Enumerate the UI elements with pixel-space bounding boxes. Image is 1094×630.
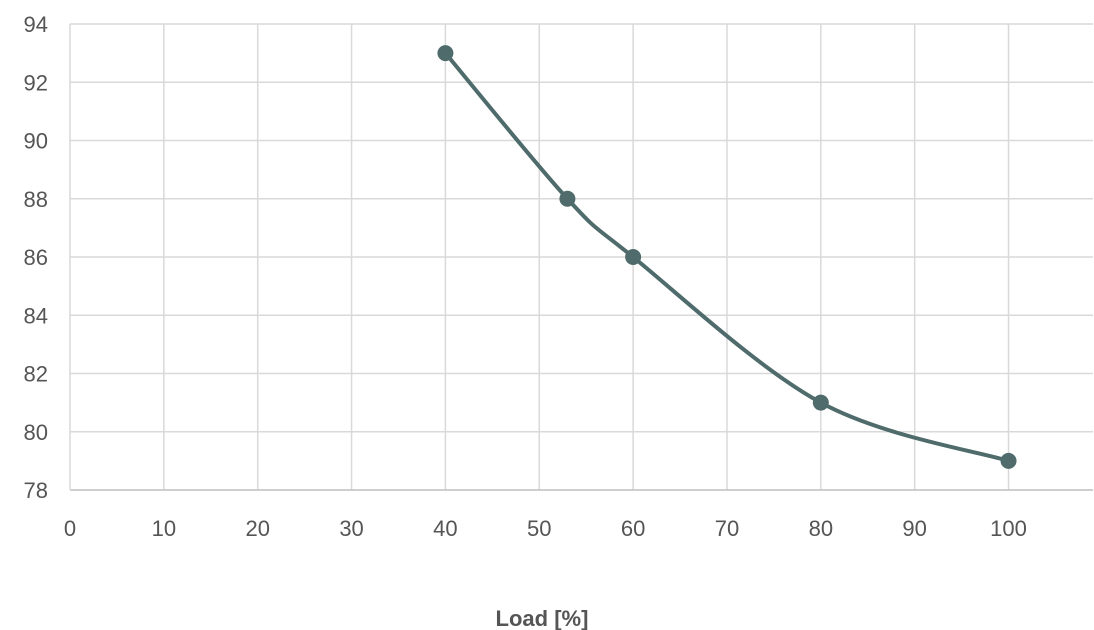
x-tick-label: 90 <box>902 516 926 541</box>
x-tick-labels: 0 10 20 30 40 50 60 70 80 90 100 <box>64 516 1027 541</box>
x-tick-label: 30 <box>339 516 363 541</box>
data-point <box>1000 452 1017 469</box>
y-tick-labels: 78 80 82 84 86 88 90 92 94 <box>24 12 48 503</box>
x-tick-label: 100 <box>990 516 1027 541</box>
data-point <box>625 249 642 265</box>
y-tick-label: 92 <box>24 70 48 95</box>
data-point <box>437 45 454 62</box>
data-point <box>812 394 829 411</box>
y-tick-label: 80 <box>24 420 48 445</box>
data-point <box>559 190 576 207</box>
x-tick-label: 50 <box>527 516 551 541</box>
x-tick-label: 80 <box>809 516 833 541</box>
x-tick-label: 60 <box>621 516 645 541</box>
y-tick-label: 88 <box>24 187 48 212</box>
y-tick-label: 84 <box>24 303 48 328</box>
grid-lines <box>70 23 1093 490</box>
x-tick-label: 40 <box>433 516 457 541</box>
x-tick-label: 0 <box>64 516 76 541</box>
x-tick-label: 70 <box>715 516 739 541</box>
y-tick-label: 82 <box>24 362 48 387</box>
x-axis-label: Load [%] <box>496 606 589 630</box>
axes <box>69 24 1093 491</box>
y-tick-label: 78 <box>24 478 48 503</box>
y-tick-label: 94 <box>24 12 48 37</box>
y-tick-label: 90 <box>24 129 48 154</box>
y-tick-label: 86 <box>24 245 48 270</box>
x-tick-label: 20 <box>245 516 269 541</box>
series-layer <box>437 45 1017 469</box>
x-tick-label: 10 <box>152 516 176 541</box>
series-line <box>443 51 1011 463</box>
